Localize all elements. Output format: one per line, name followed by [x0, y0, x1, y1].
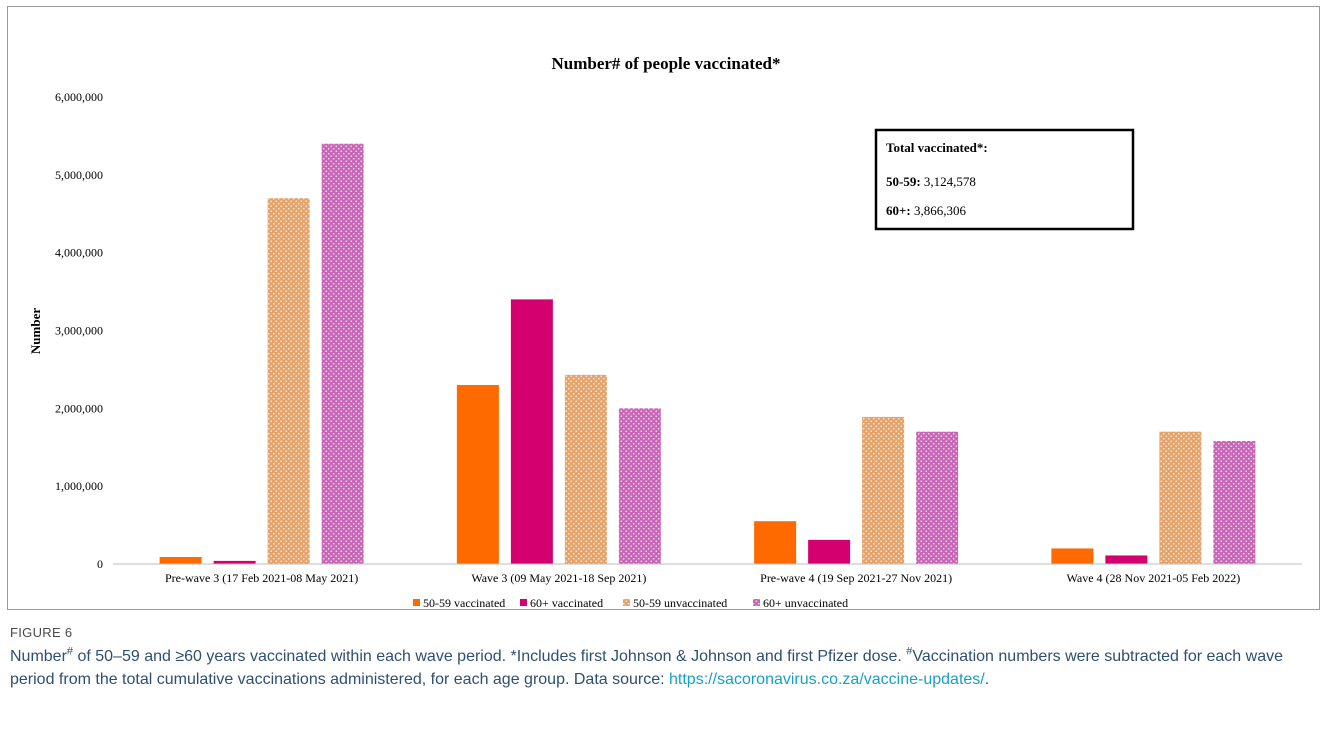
- legend-swatch: [413, 599, 420, 606]
- legend-swatch: [520, 599, 527, 606]
- y-axis-label: Number: [28, 308, 43, 354]
- y-tick-label: 2,000,000: [55, 401, 103, 415]
- bar-60-vaccinated-4: [1105, 555, 1148, 564]
- bar-50-59-vaccinated-4: [1051, 548, 1094, 564]
- caption-sup-2: #: [906, 645, 913, 658]
- bars: [159, 143, 1256, 564]
- caption-text-1: Number: [10, 648, 67, 665]
- bar-60-unvaccinated-3: [916, 431, 959, 564]
- bar-50-59-vaccinated-3: [754, 521, 797, 564]
- legend-swatch: [753, 599, 760, 606]
- y-tick-label: 0: [97, 557, 103, 571]
- bar-60-vaccinated-2: [510, 299, 553, 564]
- legend-label: 60+ unvaccinated: [763, 596, 848, 610]
- x-tick-label: Wave 4 (28 Nov 2021-05 Feb 2022): [1067, 571, 1241, 585]
- y-tick-label: 1,000,000: [55, 479, 103, 493]
- bar-50-59-unvaccinated-4: [1159, 431, 1202, 564]
- x-tick-label: Pre-wave 4 (19 Sep 2021-27 Nov 2021): [760, 571, 952, 585]
- legend-swatch: [623, 599, 630, 606]
- bar-50-59-unvaccinated-2: [564, 374, 607, 564]
- chart-title: Number# of people vaccinated*: [551, 54, 780, 73]
- caption-text-3: Vaccination numbers were subtracted for …: [10, 648, 1283, 688]
- annotation-label-50-59: 50-59:: [886, 174, 921, 189]
- svg-text:60+: 3,866,306: 60+: 3,866,306: [886, 203, 967, 218]
- y-tick-label: 5,000,000: [55, 168, 103, 182]
- x-tick-label: Pre-wave 3 (17 Feb 2021-08 May 2021): [165, 571, 358, 585]
- annotation-label-60-plus: 60+:: [886, 203, 911, 218]
- bar-60-vaccinated-3: [808, 539, 851, 564]
- y-tick-label: 3,000,000: [55, 324, 103, 338]
- legend-label: 50-59 vaccinated: [423, 596, 505, 610]
- data-source-link[interactable]: https://sacoronavirus.co.za/vaccine-upda…: [669, 671, 985, 688]
- legend: 50-59 vaccinated 60+ vaccinated 50-59 unva…: [413, 596, 848, 610]
- bar-50-59-unvaccinated-3: [862, 416, 905, 564]
- legend-label: 50-59 unvaccinated: [633, 596, 727, 610]
- bar-60-unvaccinated-4: [1213, 441, 1256, 564]
- bar-60-vaccinated-1: [213, 560, 256, 564]
- bar-60-unvaccinated-1: [321, 143, 364, 564]
- legend-label: 60+ vaccinated: [530, 596, 603, 610]
- bar-50-59-vaccinated-2: [456, 384, 499, 564]
- figure-frame: [7, 6, 1320, 610]
- y-tick-label: 4,000,000: [55, 246, 103, 260]
- annotation-box: Total vaccinated*: 50-59: 3,124,578 60+:…: [874, 128, 1135, 231]
- bar-chart: Number# of people vaccinated* Number 0 1,…: [28, 54, 1302, 610]
- bar-60-unvaccinated-2: [618, 408, 661, 564]
- y-tick-label: 6,000,000: [55, 90, 103, 104]
- x-tick-label: Wave 3 (09 May 2021-18 Sep 2021): [471, 571, 646, 585]
- annotation-title: Total vaccinated*:: [886, 140, 988, 155]
- svg-text:50-59: 3,124,578: 50-59: 3,124,578: [886, 174, 976, 189]
- figure-caption: Number# of 50–59 and ≥60 years vaccinate…: [10, 645, 1310, 691]
- bar-50-59-unvaccinated-1: [267, 198, 310, 564]
- annotation-value-60-plus: 3,866,306: [911, 203, 967, 218]
- caption-sup-1: #: [66, 645, 74, 658]
- y-axis-ticks: 0 1,000,000 2,000,000 3,000,000 4,000,000 5,0…: [55, 90, 103, 571]
- caption-text-end: .: [984, 671, 990, 688]
- caption-text-2: of 50–59 and ≥60 years vaccinated within…: [73, 648, 907, 665]
- figure-label: FIGURE 6: [10, 625, 73, 640]
- annotation-value-50-59: 3,124,578: [921, 174, 976, 189]
- bar-50-59-vaccinated-1: [159, 556, 202, 564]
- x-axis-labels: Pre-wave 3 (17 Feb 2021-08 May 2021) Wave…: [165, 571, 1240, 585]
